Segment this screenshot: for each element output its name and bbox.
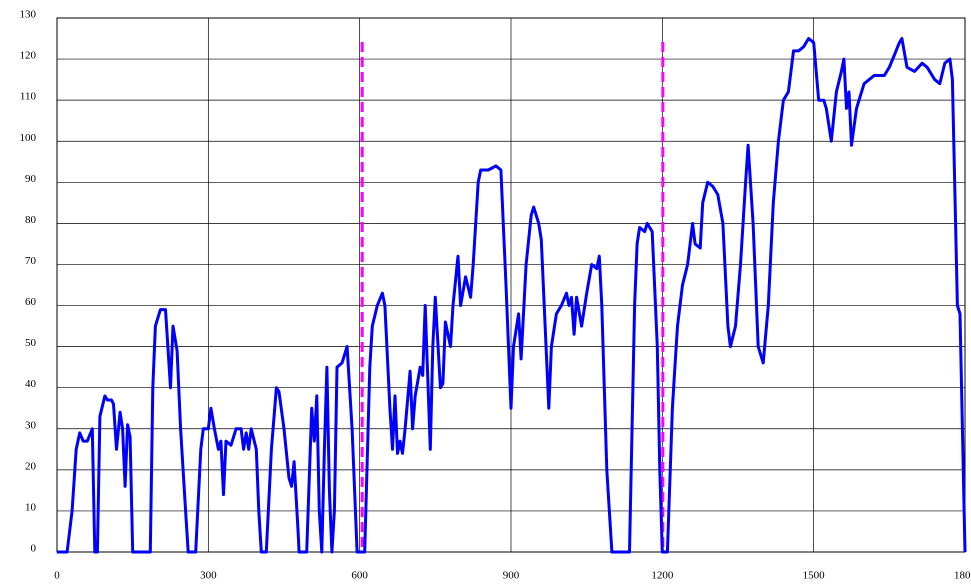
y-tick-label: 70 <box>25 255 37 267</box>
y-tick-label: 130 <box>20 9 37 21</box>
y-tick-label: 60 <box>25 296 37 308</box>
x-tick-label: 1500 <box>803 570 826 582</box>
x-tick-label: 1200 <box>651 570 674 582</box>
y-tick-label: 110 <box>20 91 37 103</box>
x-tick-label: 300 <box>200 570 217 582</box>
y-tick-label: 90 <box>25 173 37 185</box>
y-tick-label: 20 <box>25 460 37 472</box>
y-tick-label: 0 <box>31 543 37 555</box>
y-tick-label: 30 <box>25 419 37 431</box>
y-tick-label: 100 <box>20 132 37 144</box>
y-tick-label: 40 <box>25 378 37 390</box>
x-tick-label: 1800 <box>954 570 971 582</box>
x-tick-label: 600 <box>351 570 368 582</box>
x-tick-label: 0 <box>54 570 60 582</box>
y-tick-label: 120 <box>20 50 37 62</box>
x-tick-label: 900 <box>503 570 520 582</box>
y-tick-label: 50 <box>25 337 37 349</box>
y-tick-label: 80 <box>25 214 37 226</box>
series-line <box>57 37 967 554</box>
y-tick-label: 10 <box>25 501 37 513</box>
